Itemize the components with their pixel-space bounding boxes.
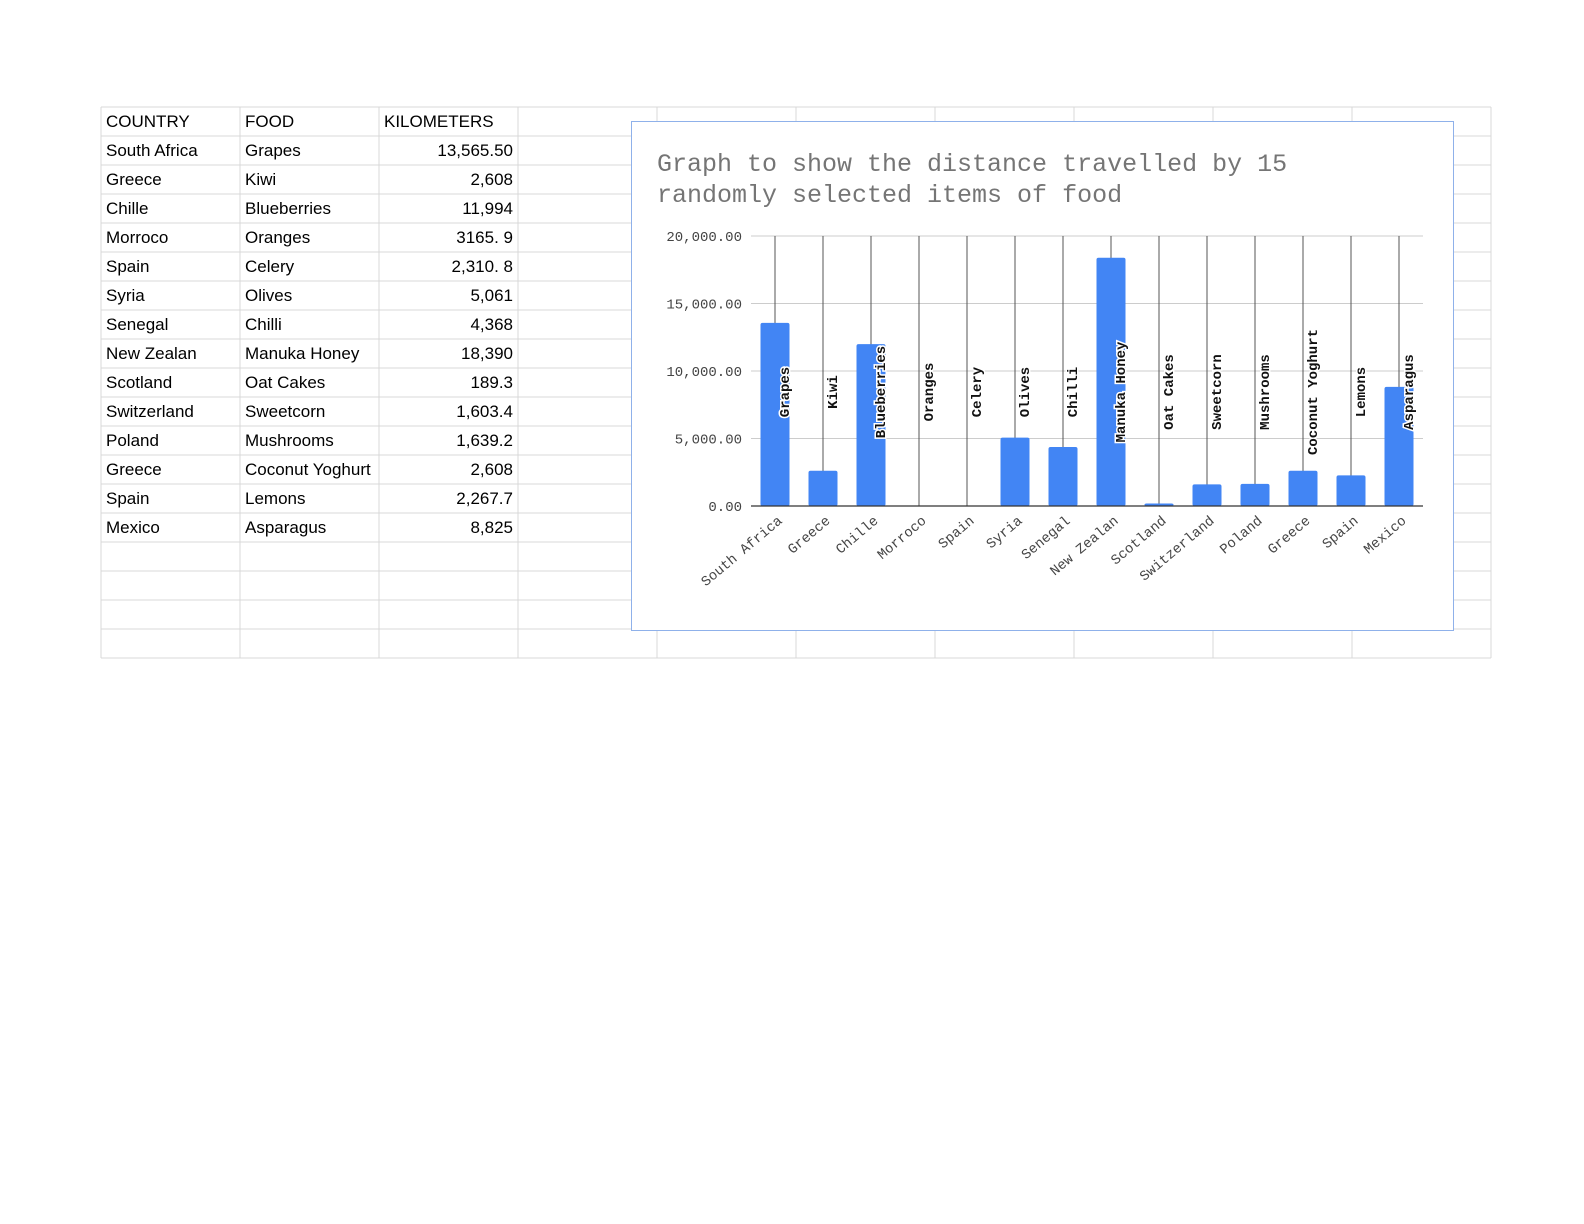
y-tick-label: 10,000.00 <box>666 365 742 381</box>
bar-annotation-label: Oat Cakes <box>1162 354 1178 430</box>
y-tick-label: 20,000.00 <box>666 230 742 246</box>
y-tick-label: 0.00 <box>708 500 742 516</box>
kilometers-cell[interactable]: 5,061 <box>470 286 513 305</box>
x-tick-label: Spain <box>1320 514 1362 553</box>
bar-annotation-label: Asparagus <box>1402 354 1418 430</box>
x-tick-label: Mexico <box>1361 514 1410 559</box>
y-tick-label: 5,000.00 <box>675 433 742 449</box>
food-cell[interactable]: Oranges <box>245 228 311 247</box>
bar[interactable] <box>760 322 790 506</box>
x-tick-label: Morroco <box>875 514 930 564</box>
bar[interactable] <box>1048 447 1078 506</box>
bar-annotation-label: Olives <box>1018 367 1034 417</box>
bar[interactable] <box>1288 470 1318 506</box>
kilometers-cell[interactable]: 2,608 <box>470 460 513 479</box>
bar-annotation-label: Kiwi <box>826 375 842 409</box>
country-cell[interactable]: South Africa <box>106 141 198 160</box>
bar-chart: Graph to show the distance travelled by … <box>657 150 1423 591</box>
kilometers-cell[interactable]: 4,368 <box>470 315 513 334</box>
bar[interactable] <box>808 470 838 506</box>
y-tick-label: 15,000.00 <box>666 298 742 314</box>
country-cell[interactable]: Spain <box>106 257 150 276</box>
bar[interactable] <box>1144 503 1174 506</box>
country-cell[interactable]: Scotland <box>106 373 173 392</box>
kilometers-cell[interactable]: 2,310. 8 <box>451 257 513 276</box>
x-tick-label: Syria <box>984 514 1026 553</box>
food-cell[interactable]: Kiwi <box>245 170 277 189</box>
country-cell[interactable]: Morroco <box>106 228 169 247</box>
food-cell[interactable]: Coconut Yoghurt <box>245 460 371 479</box>
x-tick-label: Greece <box>785 514 834 559</box>
x-tick-label: Spain <box>936 514 978 553</box>
food-cell[interactable]: Asparagus <box>245 518 327 537</box>
bar-annotation-label: Coconut Yoghurt <box>1306 329 1322 455</box>
column-header-country[interactable]: COUNTRY <box>106 112 190 131</box>
x-tick-label: South Africa <box>699 514 787 591</box>
food-cell[interactable]: Grapes <box>245 141 301 160</box>
food-cell[interactable]: Mushrooms <box>245 431 334 450</box>
x-tick-label: Greece <box>1265 514 1314 559</box>
bar[interactable] <box>1000 437 1030 506</box>
bar-annotation-label: Celery <box>970 366 986 417</box>
kilometers-cell[interactable]: 2,608 <box>470 170 513 189</box>
country-cell[interactable]: Spain <box>106 489 150 508</box>
kilometers-cell[interactable]: 11,994 <box>462 199 513 218</box>
bar-annotation-label: Blueberries <box>874 346 890 438</box>
bar-annotation-label: Lemons <box>1354 367 1370 417</box>
kilometers-cell[interactable]: 3165. 9 <box>456 228 513 247</box>
country-cell[interactable]: Syria <box>106 286 145 305</box>
bar-annotation-label: Manuka Honey <box>1114 341 1130 442</box>
column-header-food[interactable]: FOOD <box>245 112 295 131</box>
column-header-kilometers[interactable]: KILOMETERS <box>384 112 494 131</box>
country-cell[interactable]: Greece <box>106 170 162 189</box>
food-cell[interactable]: Lemons <box>245 489 306 508</box>
chart-title: randomly selected items of food <box>657 181 1122 210</box>
kilometers-cell[interactable]: 1,639.2 <box>456 431 513 450</box>
chart-panel[interactable]: Graph to show the distance travelled by … <box>631 121 1454 631</box>
kilometers-cell[interactable]: 8,825 <box>470 518 513 537</box>
country-cell[interactable]: Senegal <box>106 315 169 334</box>
country-cell[interactable]: New Zealan <box>106 344 197 363</box>
bar[interactable] <box>1384 386 1414 506</box>
bar-annotation-label: Mushrooms <box>1258 354 1274 430</box>
kilometers-cell[interactable]: 1,603.4 <box>456 402 513 421</box>
bar[interactable] <box>1240 483 1270 506</box>
kilometers-cell[interactable]: 2,267.7 <box>456 489 513 508</box>
bar[interactable] <box>1336 475 1366 506</box>
bar[interactable] <box>1192 484 1222 506</box>
bar-annotation-label: Oranges <box>922 363 938 422</box>
food-cell[interactable]: Blueberries <box>245 199 331 218</box>
bar[interactable] <box>1096 257 1126 506</box>
bar[interactable] <box>856 344 886 506</box>
kilometers-cell[interactable]: 13,565.50 <box>437 141 513 160</box>
food-cell[interactable]: Oat Cakes <box>245 373 326 392</box>
bar-annotation-label: Chilli <box>1066 367 1082 417</box>
food-cell[interactable]: Sweetcorn <box>245 402 326 421</box>
food-cell[interactable]: Celery <box>245 257 295 276</box>
country-cell[interactable]: Mexico <box>106 518 160 537</box>
country-cell[interactable]: Switzerland <box>106 402 194 421</box>
kilometers-cell[interactable]: 189.3 <box>470 373 513 392</box>
country-cell[interactable]: Poland <box>106 431 159 450</box>
bar-annotation-label: Sweetcorn <box>1210 354 1226 430</box>
country-cell[interactable]: Chille <box>106 199 149 218</box>
chart-title: Graph to show the distance travelled by … <box>657 150 1287 179</box>
food-cell[interactable]: Chilli <box>245 315 282 334</box>
food-cell[interactable]: Olives <box>245 286 293 305</box>
bar-annotation-label: Grapes <box>778 367 794 417</box>
country-cell[interactable]: Greece <box>106 460 162 479</box>
x-tick-label: Poland <box>1217 514 1266 559</box>
kilometers-cell[interactable]: 18,390 <box>461 344 513 363</box>
food-cell[interactable]: Manuka Honey <box>245 344 360 363</box>
